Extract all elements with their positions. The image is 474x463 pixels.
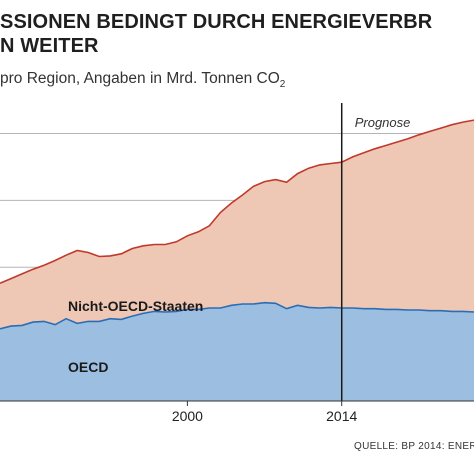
chart-subtitle: pro Region, Angaben in Mrd. Tonnen CO2: [0, 70, 285, 90]
subtitle-text: pro Region, Angaben in Mrd. Tonnen CO: [0, 70, 280, 87]
area-oecd: [0, 302, 474, 401]
line-nicht-oecd: [0, 119, 474, 285]
series-label-oecd: OECD: [68, 359, 108, 375]
series-label-nicht-oecd: Nicht-OECD-Staaten: [68, 298, 203, 314]
chart-title: SSIONEN BEDINGT DURCH ENERGIEVERBR N WEI…: [0, 10, 432, 58]
prognose-label: Prognose: [355, 115, 411, 130]
x-ticks: 2000 2014: [172, 401, 358, 424]
line-oecd: [0, 301, 474, 330]
subtitle-subscript: 2: [279, 79, 286, 91]
source-note: QUELLE: BP 2014: ENERG: [354, 441, 474, 452]
title-line-1: SSIONEN BEDINGT DURCH ENERGIEVERBR: [0, 11, 433, 33]
title-line-2: N WEITER: [0, 35, 99, 57]
x-tick-label: 2000: [172, 408, 203, 424]
x-tick-label: 2014: [326, 408, 357, 424]
